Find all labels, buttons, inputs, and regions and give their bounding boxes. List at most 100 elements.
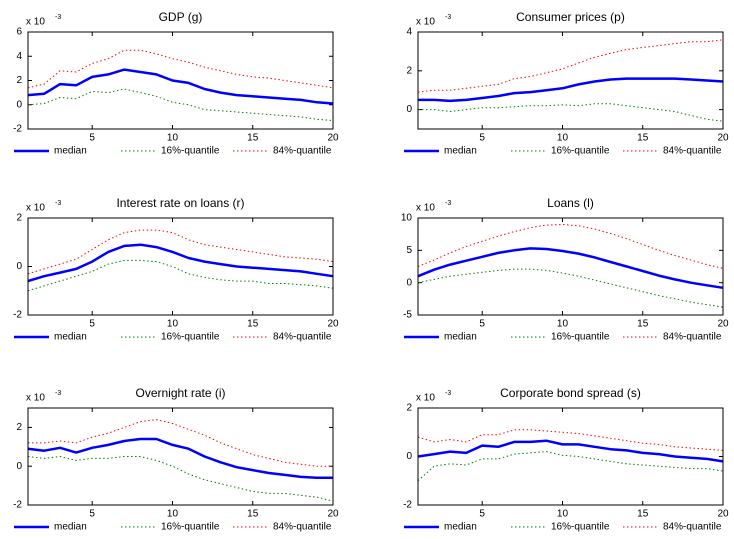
y-tick-label: 2: [406, 65, 412, 76]
legend-label: 84%-quantile: [663, 522, 722, 533]
y-tick-label: -2: [13, 310, 22, 321]
axes-box: [417, 217, 724, 316]
y-tick-label: -2: [403, 500, 412, 511]
axes-box: [27, 31, 334, 130]
axes-box: [417, 31, 724, 130]
legend-label: median: [54, 522, 87, 533]
y-tick-label: -5: [403, 310, 412, 321]
y-tick-label: 2: [406, 403, 412, 414]
x-tick-label: 5: [89, 319, 95, 330]
multiplier-exponent: -3: [55, 200, 61, 207]
subplot: Consumer prices (p) x 10 -3 0 2 4 5 10 15 20 media…: [404, 10, 729, 157]
axes-box: [417, 407, 724, 506]
chart-title: Consumer prices (p): [516, 10, 625, 24]
multiplier-base: x 10: [26, 393, 45, 404]
legend-label: 16%-quantile: [161, 522, 220, 533]
series-line: [27, 259, 334, 292]
y-tick-label: 2: [16, 75, 22, 86]
y-tick-label: 4: [16, 51, 22, 62]
series-line: [417, 439, 724, 463]
y-tick-label: 2: [16, 422, 22, 433]
multiplier-exponent: -3: [445, 200, 451, 207]
y-tick-label: -2: [13, 500, 22, 511]
x-tick-label: 5: [89, 509, 95, 520]
legend-label: median: [54, 332, 87, 343]
plot-area: [418, 218, 723, 315]
y-tick-label: 0: [406, 451, 412, 462]
chart-title: Overnight rate (i): [135, 386, 225, 400]
x-tick-label: 15: [247, 319, 259, 330]
x-tick-label: 15: [637, 509, 649, 520]
plot-area: [28, 408, 333, 505]
series-line: [417, 451, 724, 482]
x-tick-label: 15: [637, 133, 649, 144]
y-tick-label: 2: [16, 213, 22, 224]
y-tick-label: 0: [16, 461, 22, 472]
x-tick-label: 5: [479, 509, 485, 520]
legend-label: 84%-quantile: [273, 332, 332, 343]
multiplier-base: x 10: [26, 203, 45, 214]
subplot: Corporate bond spread (s) x 10 -3 -2 0 2 5 10 15…: [403, 386, 729, 532]
y-tick-label: 0: [16, 261, 22, 272]
legend-label: median: [444, 522, 477, 533]
series-line: [27, 243, 334, 283]
x-tick-label: 20: [717, 509, 729, 520]
x-tick-label: 20: [327, 509, 339, 520]
legend-label: 84%-quantile: [273, 146, 332, 157]
series-line: [27, 68, 334, 105]
multiplier-base: x 10: [26, 17, 45, 28]
plot-area: [418, 32, 723, 129]
y-tick-label: 0: [406, 104, 412, 115]
subplot: Loans (l) x 10 -3 -5 0 5 10 5 10 15 20 median 16%-qu…: [401, 196, 729, 342]
legend-label: 84%-quantile: [663, 146, 722, 157]
y-tick-label: 6: [16, 27, 22, 38]
multiplier-base: x 10: [416, 393, 435, 404]
chart-title: Interest rate on loans (r): [116, 196, 244, 210]
legend-label: median: [444, 146, 477, 157]
subplot: GDP (g) x 10 -3 -2 0 2 4 6 5 10 15 20 median 16%-quan…: [13, 10, 339, 156]
multiplier-exponent: -3: [55, 390, 61, 397]
plot-area: [28, 218, 333, 315]
y-tick-label: 4: [406, 27, 412, 38]
legend-label: 16%-quantile: [551, 332, 610, 343]
x-tick-label: 15: [247, 133, 259, 144]
x-tick-label: 10: [167, 133, 179, 144]
axes-box: [27, 217, 334, 316]
y-tick-label: 0: [406, 277, 412, 288]
legend-label: 16%-quantile: [551, 522, 610, 533]
subplot: Overnight rate (i) x 10 -3 -2 0 2 5 10 15 20 media…: [13, 386, 339, 532]
multiplier-exponent: -3: [445, 14, 451, 21]
x-tick-label: 5: [89, 133, 95, 144]
x-tick-label: 20: [717, 133, 729, 144]
legend-label: 16%-quantile: [161, 332, 220, 343]
multiplier-base: x 10: [416, 17, 435, 28]
x-tick-label: 10: [557, 509, 569, 520]
x-tick-label: 10: [557, 319, 569, 330]
x-tick-label: 20: [717, 319, 729, 330]
chart-title: Loans (l): [547, 196, 594, 210]
legend-label: 16%-quantile: [161, 146, 220, 157]
y-tick-label: 0: [16, 99, 22, 110]
legend-label: 16%-quantile: [551, 146, 610, 157]
series-line: [418, 77, 724, 103]
series-line: [27, 88, 334, 121]
multiplier-base: x 10: [416, 203, 435, 214]
series-line: [417, 429, 724, 451]
x-tick-label: 15: [247, 509, 259, 520]
y-tick-label: 5: [406, 245, 412, 256]
x-tick-label: 10: [167, 509, 179, 520]
legend-label: 84%-quantile: [273, 522, 332, 533]
x-tick-label: 10: [557, 133, 569, 144]
legend-label: median: [54, 146, 87, 157]
series-line: [28, 419, 333, 467]
axes-box: [27, 407, 334, 506]
series-line: [27, 456, 334, 502]
y-tick-label: 10: [401, 213, 413, 224]
multiplier-exponent: -3: [445, 390, 451, 397]
series-line: [27, 437, 333, 480]
y-tick-label: -2: [13, 124, 22, 135]
x-tick-label: 20: [327, 133, 339, 144]
series-line: [418, 103, 724, 122]
x-tick-label: 5: [479, 319, 485, 330]
multiplier-exponent: -3: [55, 14, 61, 21]
